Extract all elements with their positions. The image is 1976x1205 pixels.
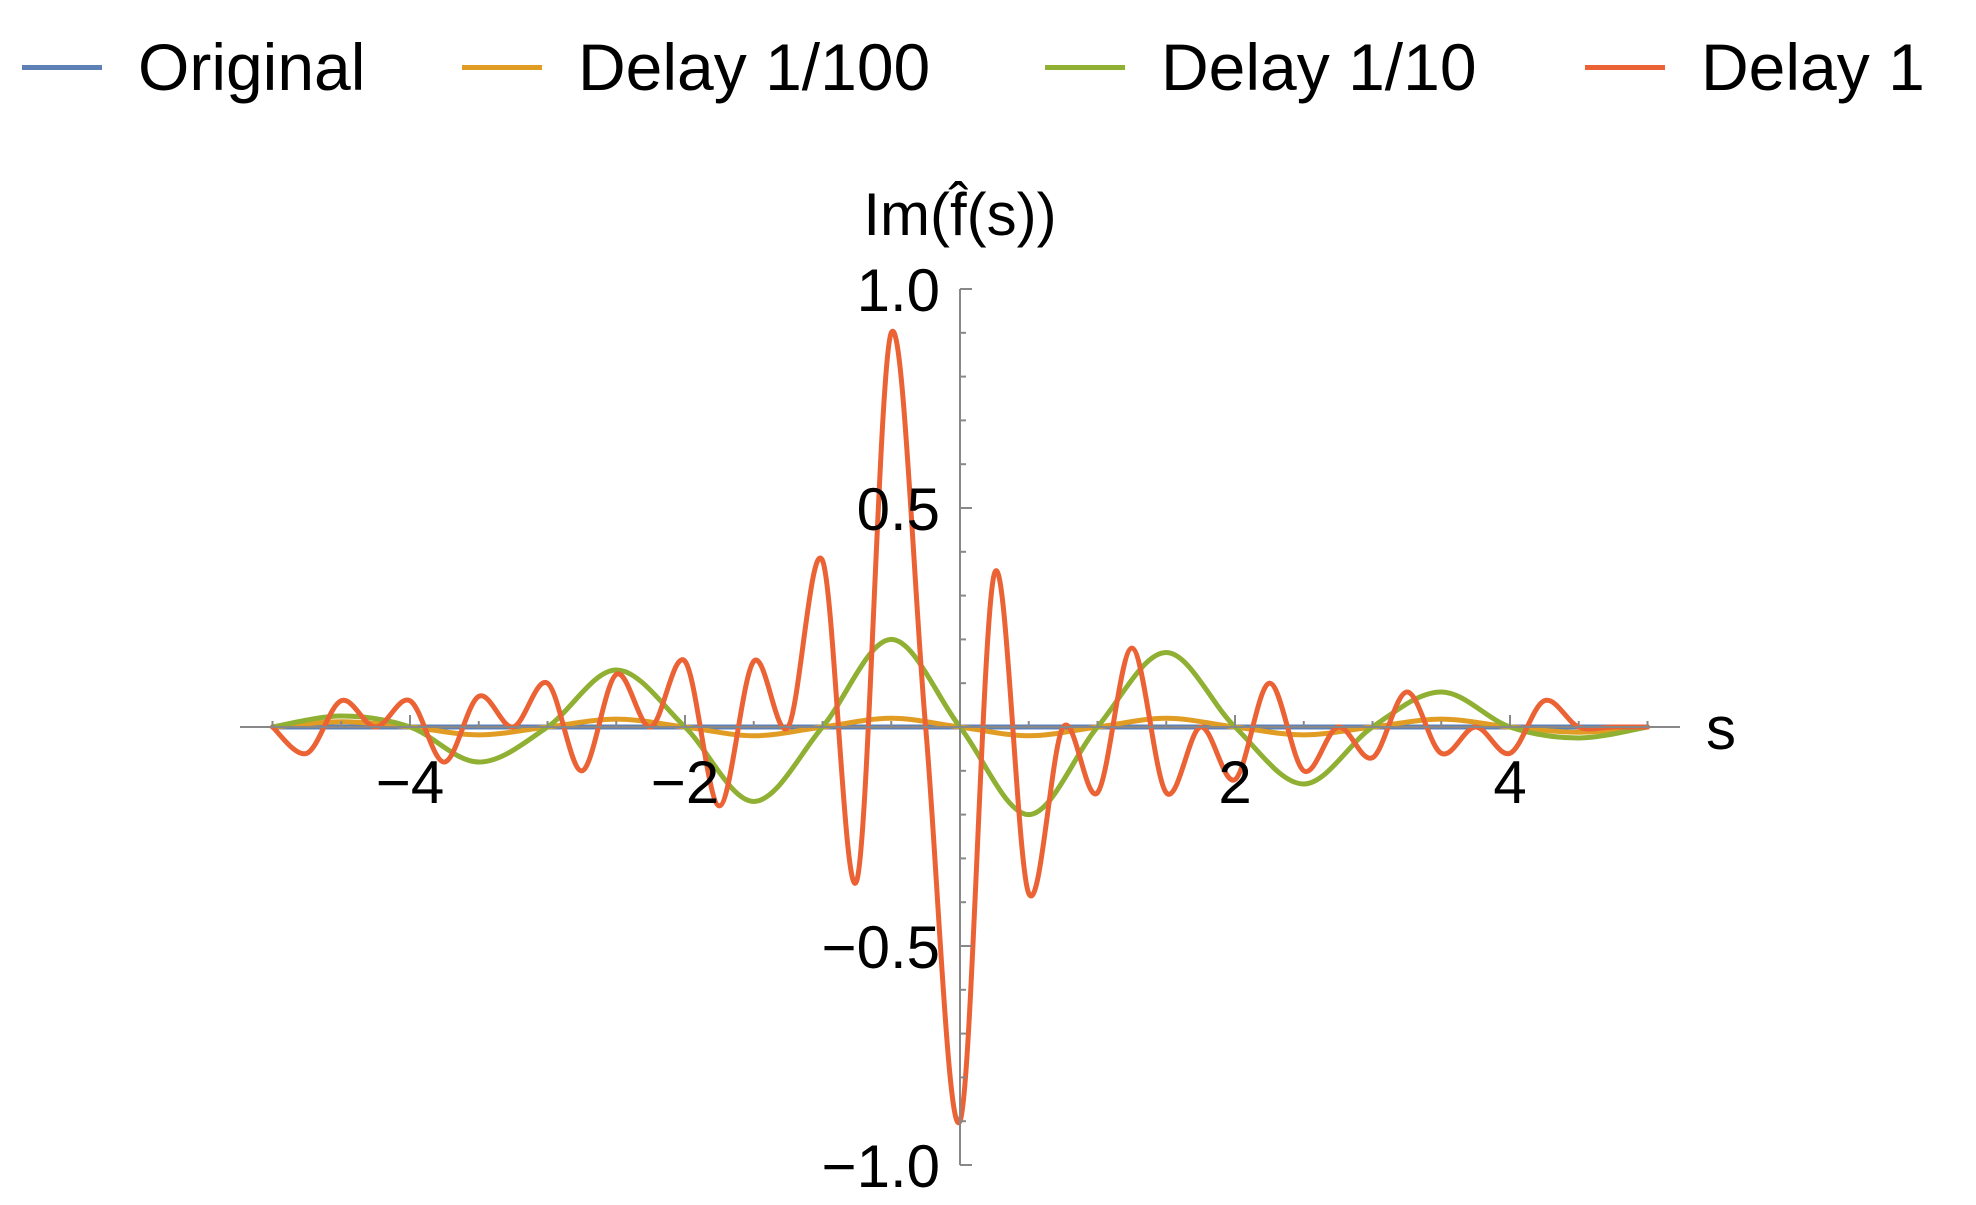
x-tick-label: −4: [376, 749, 444, 816]
x-tick-label: 4: [1493, 749, 1526, 816]
y-tick-label: 0.5: [857, 476, 940, 543]
legend-swatch-delay-1: [1585, 64, 1665, 70]
legend: Original Delay 1/100 Delay 1/10 Delay 1: [0, 22, 1976, 112]
legend-item-original: Original: [22, 22, 365, 112]
legend-swatch-delay-1-100: [462, 64, 542, 70]
legend-label-delay-1-10: Delay 1/10: [1161, 30, 1477, 104]
y-tick-label: −1.0: [822, 1133, 940, 1200]
x-axis-label: s: [1706, 695, 1736, 762]
y-tick-label: −0.5: [822, 914, 940, 981]
x-tick-label: −2: [651, 749, 719, 816]
legend-swatch-delay-1-10: [1045, 64, 1125, 70]
x-tick-label: 2: [1218, 749, 1251, 816]
legend-label-delay-1-100: Delay 1/100: [578, 30, 931, 104]
labels-layer: −4 −2 2 4 1.0 0.5 −0.5 −1.0 s Im(f̂(s)): [376, 181, 1736, 1200]
legend-label-original: Original: [138, 30, 366, 104]
legend-item-delay-1-10: Delay 1/10: [1045, 22, 1477, 112]
series-line-delay-1: [270, 328, 1650, 1126]
y-tick-label: 1.0: [857, 257, 940, 324]
legend-swatch-original: [22, 64, 102, 70]
legend-item-delay-1: Delay 1: [1585, 22, 1925, 112]
axes-layer: [240, 288, 1680, 1166]
legend-label-delay-1: Delay 1: [1701, 30, 1925, 104]
y-axis-label: Im(f̂(s)): [863, 181, 1056, 248]
legend-item-delay-1-100: Delay 1/100: [462, 22, 930, 112]
